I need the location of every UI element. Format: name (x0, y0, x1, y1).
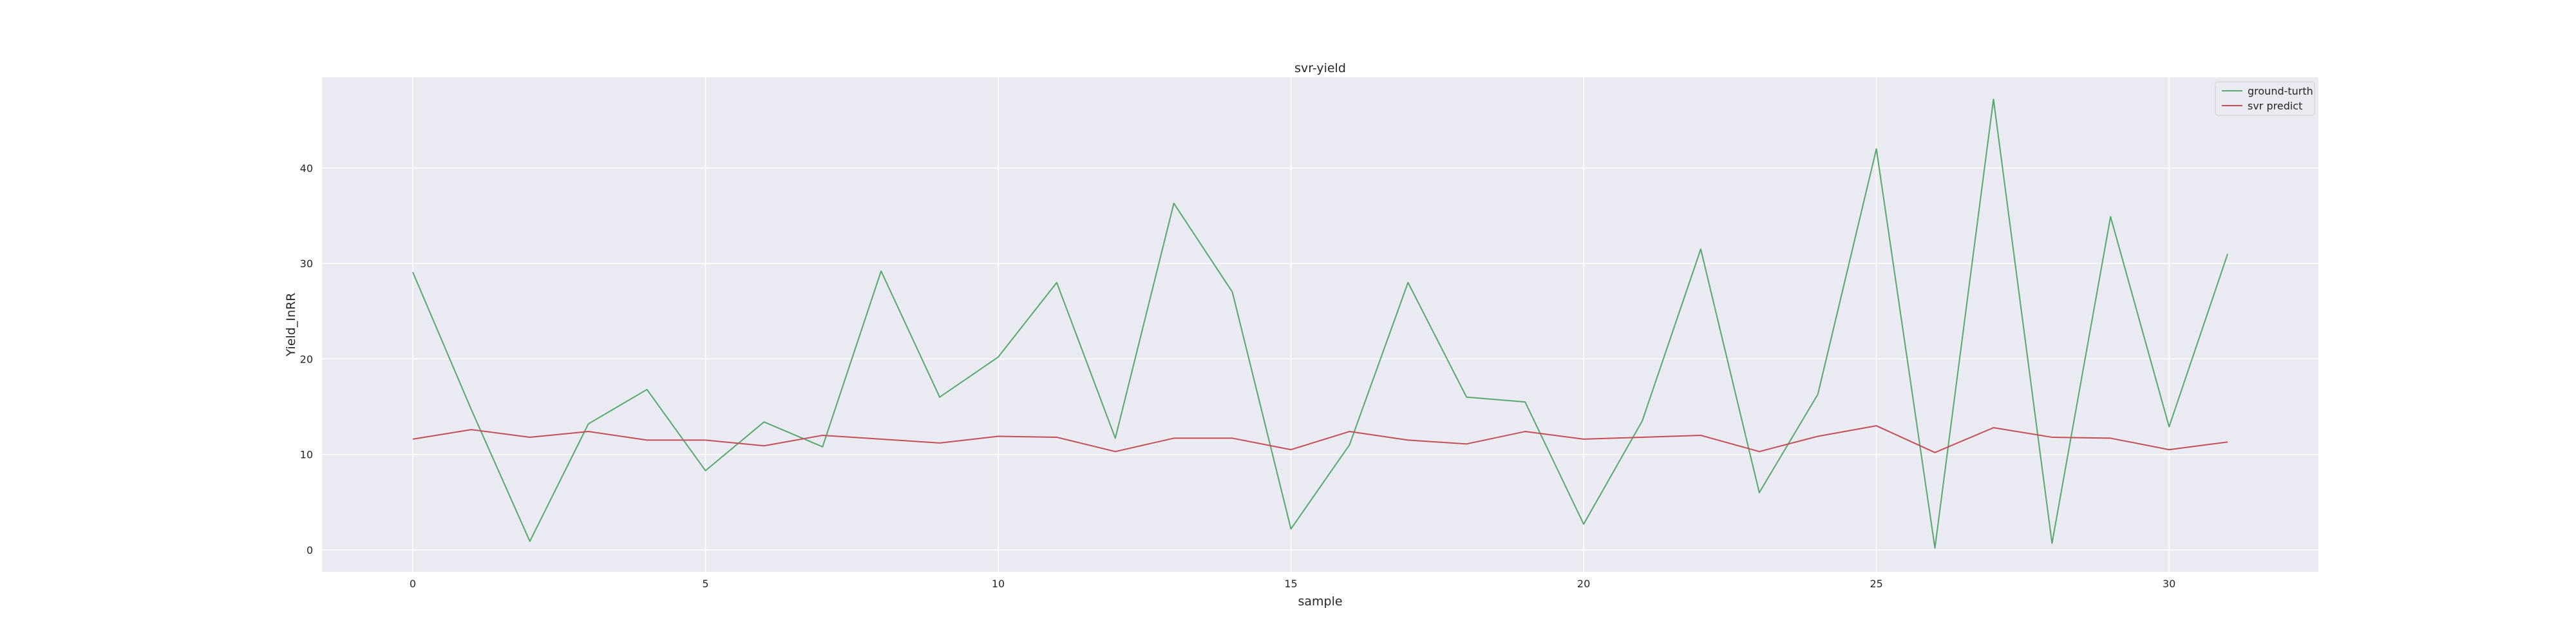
x-tick-label: 15 (1284, 578, 1297, 590)
legend: ground-turth svr predict (2215, 81, 2315, 116)
x-tick-label: 30 (2163, 578, 2175, 590)
x-tick-label: 5 (702, 578, 708, 590)
series-line-ground-turth (412, 99, 2229, 549)
x-tick-label: 10 (992, 578, 1005, 590)
series-lines (412, 99, 2229, 549)
y-tick-label: 30 (300, 258, 313, 270)
y-axis-label: Yield_InRR (284, 293, 298, 357)
y-tick-label: 10 (300, 449, 313, 461)
y-tick-label: 0 (307, 544, 313, 556)
x-tick-label: 20 (1577, 578, 1590, 590)
y-tick-label: 20 (300, 353, 313, 365)
y-tick-label: 40 (300, 162, 313, 175)
plot-area (322, 77, 2318, 572)
y-axis-ticks: 0 10 20 30 40 (300, 162, 313, 556)
x-axis-ticks: 0 5 10 15 20 25 30 (410, 578, 2176, 590)
series-line-svr-predict (412, 425, 2228, 453)
chart-title: svr-yield (1294, 61, 1346, 75)
x-tick-label: 25 (1870, 578, 1882, 590)
legend-label-svr-predict: svr predict (2248, 100, 2302, 112)
x-axis-label: sample (1298, 594, 1342, 609)
grid-lines (322, 77, 2318, 572)
legend-label-ground-turth: ground-turth (2248, 85, 2313, 97)
x-tick-label: 0 (410, 578, 416, 590)
